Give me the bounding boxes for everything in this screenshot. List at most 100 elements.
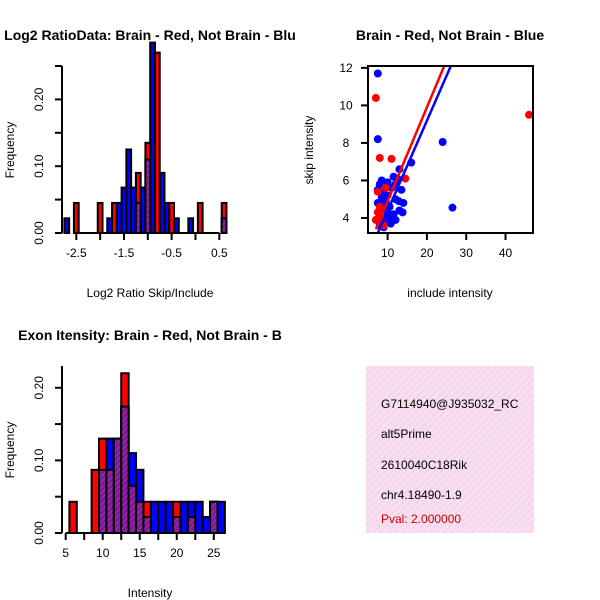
scatter-not-brain-point	[394, 197, 403, 206]
scatter-x-tick-label: 40	[499, 246, 513, 260]
exon-histogram-overlap-hatch	[114, 439, 121, 532]
ratio-histogram-brain-bar	[96, 201, 104, 235]
scatter-not-brain-point	[397, 185, 406, 194]
scatter-not-brain-point	[386, 219, 395, 228]
info-event-type: alt5Prime	[381, 427, 432, 441]
intensity-scatter-panel: Brain - Red, Not Brain - Blue include in…	[302, 27, 544, 300]
scatter-not-brain-fit-line	[376, 66, 453, 233]
ratio-histogram-ylabel: Frequency	[3, 122, 17, 179]
exon-histogram-ylabel: Frequency	[3, 422, 17, 479]
info-panel-background	[366, 366, 534, 533]
ratio-histogram-bars	[63, 41, 228, 235]
scatter-not-brain-point	[373, 69, 382, 78]
exon-histogram-xlabel: Intensity	[128, 586, 173, 600]
exon-histogram-bars	[68, 372, 226, 535]
exon-histogram-x-tick-label: 15	[133, 546, 147, 560]
exon-intensity-histogram-panel: Exon Itensity: Brain - Red, Not Brain - …	[3, 327, 282, 600]
scatter-xlabel: include intensity	[407, 286, 492, 300]
scatter-not-brain-point	[398, 208, 407, 217]
ratio-histogram-brain-bar	[168, 201, 176, 235]
exon-histogram-overlap-hatch	[144, 518, 150, 532]
scatter-axes: 10 20 30 40 4 6 8 10 12	[339, 61, 512, 260]
exon-histogram-overlap-hatch	[188, 518, 195, 532]
exon-histogram-overlap-hatch	[100, 470, 106, 532]
scatter-y-tick-label: 4	[343, 211, 350, 225]
ratio-histogram-not-brain-bar	[187, 217, 195, 235]
scatter-brain-fit-line	[374, 66, 446, 230]
scatter-plot-frame	[367, 65, 534, 234]
exon-histogram-not-brain-bar	[157, 500, 167, 534]
ratio-histogram-axes: -2.5 -1.5 -0.5 0.5 0.00 0.10 0.20	[32, 65, 228, 260]
exon-histogram-axes: 5 10 15 20 25 0.00 0.10 0.20	[32, 366, 221, 560]
scatter-x-tick-label: 20	[420, 246, 434, 260]
exon-histogram-not-brain-bar	[201, 516, 212, 534]
scatter-title: Brain - Red, Not Brain - Blue	[356, 27, 544, 43]
ratio-histogram-xlabel: Log2 Ratio Skip/Include	[87, 286, 214, 300]
info-chromosome-location: chr4.18490-1.9	[381, 488, 462, 502]
exon-histogram-y-tick-label: 0.00	[32, 521, 46, 545]
ratio-histogram-brain-bar	[196, 201, 204, 235]
scatter-y-tick-label: 10	[339, 98, 353, 112]
exon-histogram-title: Exon Itensity: Brain - Red, Not Brain - …	[18, 327, 282, 343]
exon-histogram-x-tick-label: 5	[62, 546, 69, 560]
exon-histogram-not-brain-bar	[194, 500, 204, 534]
scatter-fit-lines	[374, 66, 453, 233]
exon-histogram-x-tick-label: 10	[96, 546, 110, 560]
ratio-histogram-title: Log2 RatioData: Brain - Red, Not Brain -…	[4, 27, 296, 43]
scatter-brain-point	[381, 183, 390, 192]
scatter-ylabel: skip intensity	[302, 116, 316, 185]
exon-histogram-brain-bar	[90, 468, 101, 535]
exon-histogram-x-tick-label: 25	[207, 546, 221, 560]
scatter-brain-point	[387, 154, 396, 163]
exon-histogram-overlap-hatch	[107, 470, 113, 532]
ratio-histogram-y-tick-label: 0.00	[32, 221, 46, 245]
info-probe-id: G7114940@J935032_RC	[381, 397, 519, 411]
ratio-histogram-y-tick-label: 0.20	[32, 87, 46, 111]
scatter-not-brain-point	[448, 203, 457, 212]
scatter-brain-point	[525, 110, 533, 119]
scatter-brain-point	[373, 208, 382, 217]
ratio-histogram-panel: Log2 RatioData: Brain - Red, Not Brain -…	[3, 27, 296, 300]
scatter-brain-point	[371, 93, 380, 102]
scatter-x-tick-label: 30	[460, 246, 474, 260]
ratio-histogram-brain-bar	[72, 201, 80, 235]
exon-histogram-overlap-hatch	[122, 407, 128, 532]
ratio-histogram-x-tick-label: -0.5	[161, 246, 182, 260]
exon-histogram-y-tick-label: 0.10	[32, 448, 46, 472]
ratio-histogram-x-tick-label: -2.5	[66, 246, 87, 260]
scatter-y-tick-label: 6	[343, 173, 350, 187]
scatter-points	[371, 69, 533, 232]
scatter-not-brain-point	[373, 135, 382, 144]
exon-histogram-overlap-hatch	[211, 502, 217, 532]
ratio-histogram-not-brain-bar	[63, 217, 71, 235]
exon-histogram-not-brain-bar	[149, 500, 160, 534]
ratio-histogram-y-tick-label: 0.10	[32, 154, 46, 178]
ratio-histogram-brain-bar	[153, 51, 161, 234]
exon-histogram-brain-bar	[68, 500, 78, 534]
scatter-y-tick-label: 8	[343, 136, 350, 150]
exon-histogram-not-brain-bar	[179, 500, 189, 534]
scatter-brain-point	[373, 187, 382, 196]
exon-histogram-overlap-hatch	[137, 502, 143, 532]
ratio-histogram-x-tick-label: -1.5	[114, 246, 135, 260]
ratio-histogram-brain-bar	[111, 201, 118, 235]
exon-histogram-overlap-hatch	[174, 518, 180, 532]
scatter-x-tick-label: 10	[381, 246, 395, 260]
exon-histogram-not-brain-bar	[164, 500, 175, 534]
ratio-histogram-overlap-hatch	[136, 203, 140, 232]
probe-info-panel: G7114940@J935032_RC alt5Prime 2610040C18…	[366, 366, 534, 533]
exon-histogram-overlap-hatch	[129, 486, 136, 532]
exon-histogram-x-tick-label: 20	[170, 546, 184, 560]
exon-histogram-y-tick-label: 0.20	[32, 376, 46, 400]
info-gene-name: 2610040C18Rik	[381, 458, 468, 472]
scatter-not-brain-point	[389, 172, 398, 181]
ratio-histogram-x-tick-label: 0.5	[211, 246, 228, 260]
scatter-brain-point	[375, 153, 384, 162]
ratio-histogram-overlap-hatch	[146, 160, 150, 232]
ratio-histogram-overlap-hatch	[222, 219, 226, 232]
info-pval: Pval: 2.000000	[381, 512, 461, 526]
exon-histogram-not-brain-bar	[216, 500, 226, 534]
scatter-not-brain-point	[438, 137, 447, 146]
scatter-y-tick-label: 12	[339, 61, 353, 75]
